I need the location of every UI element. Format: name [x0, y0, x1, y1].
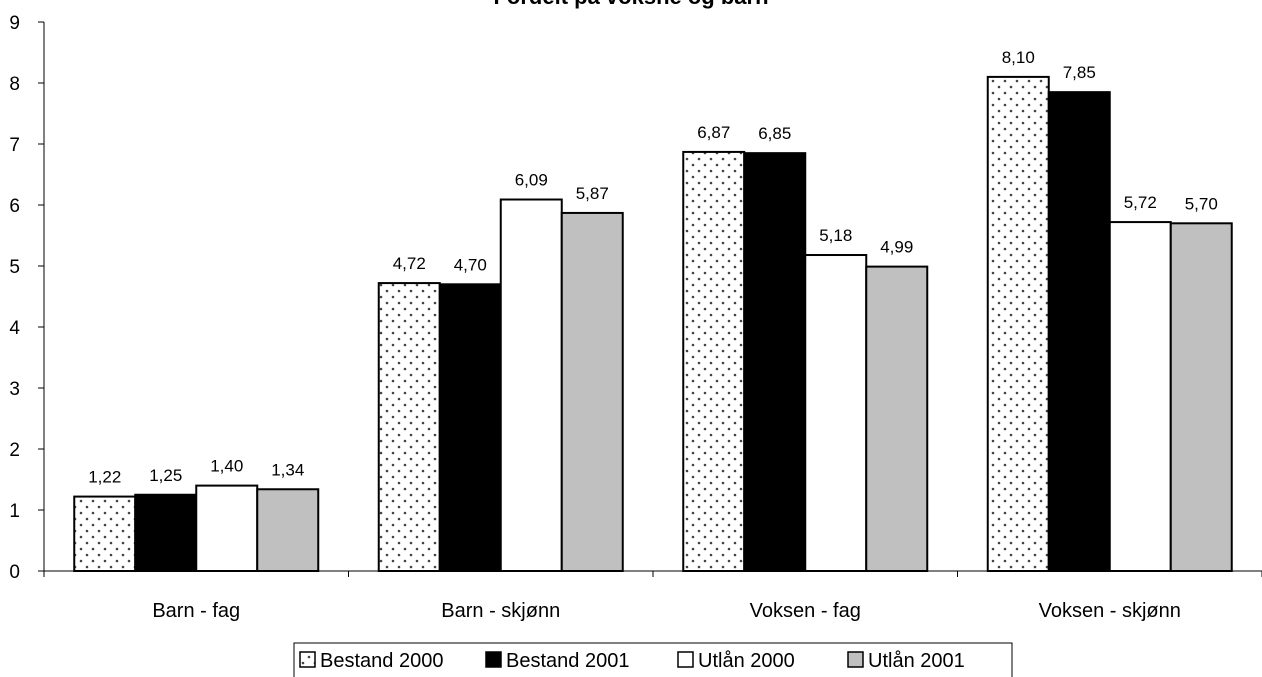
legend-label: Bestand 2000	[320, 650, 443, 672]
data-label: 5,87	[576, 184, 609, 203]
bar	[560, 211, 624, 572]
bar	[499, 198, 563, 572]
bar	[73, 495, 137, 572]
legend-swatch	[299, 651, 316, 668]
data-label: 1,34	[271, 460, 304, 479]
y-tick-label: 5	[9, 257, 20, 278]
data-label: 5,18	[819, 226, 852, 245]
data-label: 4,72	[393, 254, 426, 273]
bar	[682, 150, 746, 572]
x-tick-label: Voksen - fag	[750, 600, 861, 622]
bar	[195, 484, 259, 573]
bar	[986, 75, 1050, 573]
data-label: 1,22	[88, 468, 121, 487]
bar	[438, 283, 502, 572]
y-tick-label: 8	[9, 74, 20, 95]
data-label: 4,99	[880, 238, 913, 257]
bar	[256, 488, 320, 573]
bar	[134, 493, 198, 572]
data-label: 5,70	[1185, 194, 1218, 213]
y-tick-label: 7	[9, 135, 20, 156]
bar	[1108, 221, 1172, 573]
bar	[377, 282, 441, 572]
data-label: 5,72	[1124, 193, 1157, 212]
bar	[865, 265, 929, 572]
data-label: 1,25	[149, 466, 182, 485]
legend-swatch	[677, 651, 694, 668]
x-tick-label: Barn - fag	[152, 600, 240, 622]
chart-title: Fordelt på voksne og barn	[493, 0, 768, 9]
bar	[743, 152, 807, 572]
y-tick-label: 6	[9, 196, 20, 217]
legend-label: Bestand 2001	[506, 650, 629, 672]
data-label: 6,85	[758, 124, 791, 143]
data-label: 6,87	[697, 123, 730, 142]
data-label: 6,09	[515, 171, 548, 190]
bar	[804, 254, 868, 573]
legend-swatch	[485, 651, 502, 668]
legend-label: Utlån 2001	[868, 650, 965, 672]
legend-label: Utlån 2000	[698, 650, 795, 672]
x-tick-label: Voksen - skjønn	[1039, 600, 1181, 622]
x-tick-label: Barn - skjønn	[441, 600, 560, 622]
y-tick-label: 9	[9, 13, 20, 34]
legend-swatch	[847, 651, 864, 668]
y-tick-label: 4	[9, 318, 20, 339]
data-label: 1,40	[210, 457, 243, 476]
data-label: 7,85	[1063, 63, 1096, 82]
bar	[1169, 222, 1233, 573]
y-tick-label: 3	[9, 379, 20, 400]
data-label: 8,10	[1002, 48, 1035, 67]
y-tick-label: 1	[9, 501, 20, 522]
data-label: 4,70	[454, 255, 487, 274]
y-tick-label: 2	[9, 440, 20, 461]
y-tick-label: 0	[9, 562, 20, 583]
legend-box	[293, 642, 1013, 677]
bar	[1047, 91, 1111, 573]
